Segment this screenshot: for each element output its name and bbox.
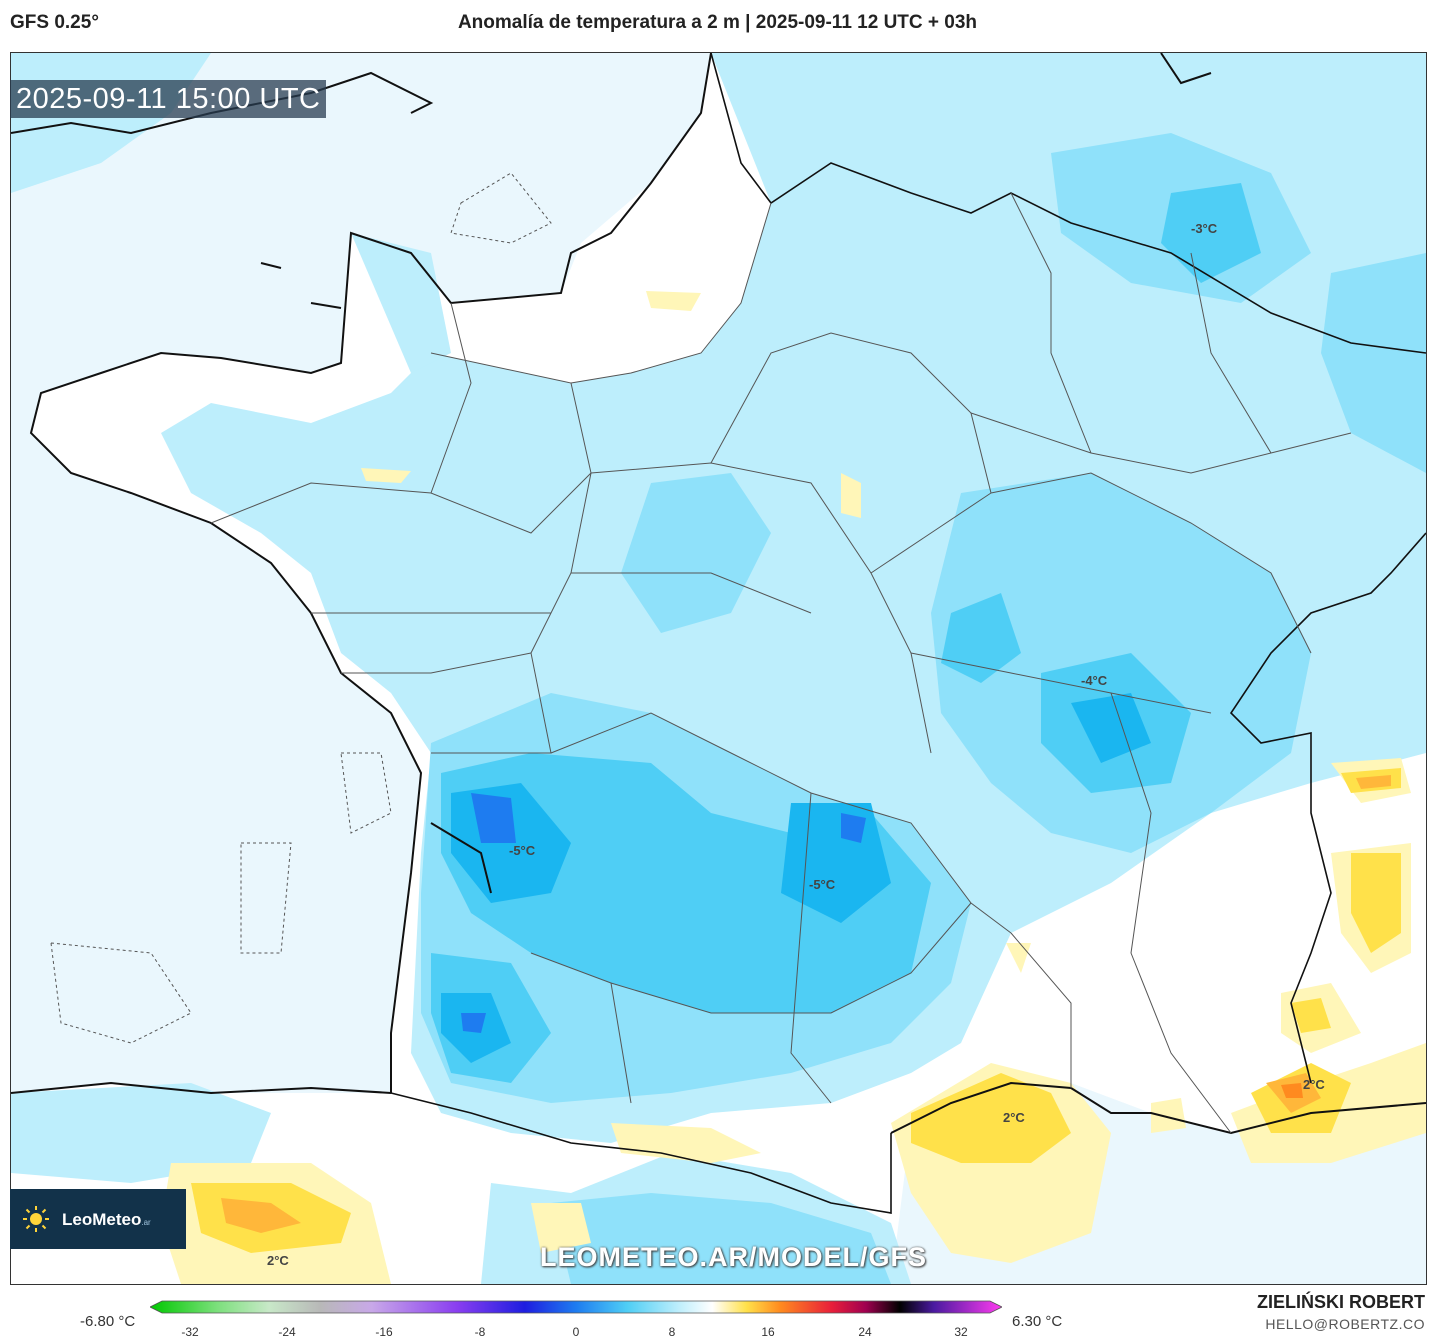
colorbar-gradient xyxy=(150,1300,1002,1314)
contour-label-minus5-central: -5°C xyxy=(809,877,836,892)
contour-label-minus5-west: -5°C xyxy=(509,843,536,858)
author-name: ZIELIŃSKI ROBERT xyxy=(1256,1292,1425,1312)
colorbar-tick: -8 xyxy=(474,1325,486,1339)
colorbar-tick: 24 xyxy=(858,1325,872,1339)
contour-label-minus4: -4°C xyxy=(1081,673,1108,688)
model-label: GFS 0.25° xyxy=(10,12,99,33)
colorbar-min-label: -6.80 °C xyxy=(80,1313,136,1330)
contour-label-minus3: -3°C xyxy=(1191,221,1218,236)
colorbar-tick: -32 xyxy=(181,1325,199,1339)
valid-time-badge: 2025-09-11 15:00 UTC xyxy=(10,80,327,118)
author-email: HELLO@ROBERTZ.CO xyxy=(1265,1316,1425,1332)
logo-tld: .ar xyxy=(141,1218,151,1227)
colorbar xyxy=(150,1300,1002,1314)
site-watermark: LEOMETEO.AR/MODEL/GFS xyxy=(540,1242,928,1272)
colorbar-tick: 8 xyxy=(668,1325,676,1339)
anomaly-minus5 xyxy=(461,793,866,1033)
anomaly-plus4 xyxy=(1281,1083,1303,1098)
national-borders xyxy=(390,53,1426,1214)
colorbar-tick: -24 xyxy=(278,1325,296,1339)
colorbar-max-label: 6.30 °C xyxy=(1012,1313,1063,1330)
contour-label-plus2-pyrenees: 2°C xyxy=(267,1253,289,1268)
sun-icon xyxy=(23,1206,49,1232)
atlantic-sea xyxy=(11,53,711,1093)
map-title: Anomalía de temperatura a 2 m | 2025-09-… xyxy=(457,12,978,33)
contour-label-plus2-languedoc: 2°C xyxy=(1003,1110,1025,1125)
colorbar-tick: 32 xyxy=(954,1325,968,1339)
regional-borders xyxy=(210,192,1352,1134)
logo-name: LeoMeteo xyxy=(62,1210,142,1229)
colorbar-tick: 16 xyxy=(761,1325,775,1339)
colorbar-tick: 0 xyxy=(572,1325,580,1339)
colorbar-tick: -16 xyxy=(375,1325,393,1339)
temperature-anomaly-map: -3°C -4°C -5°C -5°C 2°C 2°C 2°C xyxy=(10,52,1427,1285)
contour-lines xyxy=(50,172,552,1044)
contour-label-plus2-provence: 2°C xyxy=(1303,1077,1325,1092)
map-canvas xyxy=(11,53,1426,1284)
logo-wordmark: LeoMeteo.ar xyxy=(62,1210,151,1230)
